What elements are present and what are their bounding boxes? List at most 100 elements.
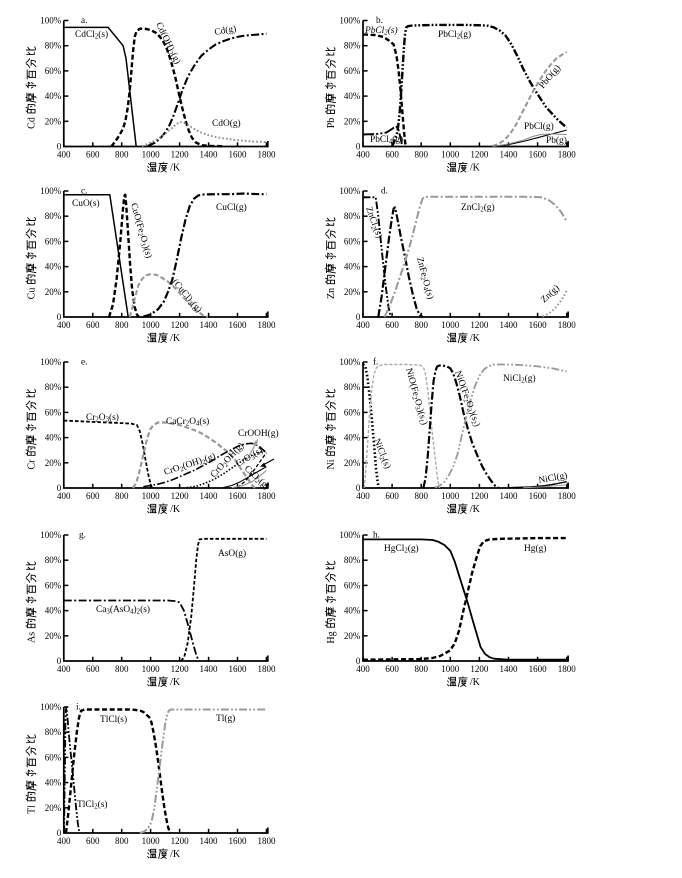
svg-text:0: 0 [57, 828, 62, 838]
svg-text:Tl: Tl [27, 805, 38, 814]
svg-text:1000: 1000 [142, 320, 161, 330]
svg-text:1600: 1600 [229, 149, 248, 159]
svg-text:20%: 20% [45, 631, 62, 641]
svg-text:0: 0 [356, 656, 361, 666]
svg-text:800: 800 [414, 320, 428, 330]
svg-text:40%: 40% [344, 91, 361, 101]
svg-text:40%: 40% [344, 606, 361, 616]
svg-text:1400: 1400 [500, 664, 519, 674]
svg-text:1000: 1000 [142, 149, 161, 159]
svg-text:20%: 20% [344, 116, 361, 126]
svg-text:20%: 20% [344, 458, 361, 468]
svg-text:1400: 1400 [200, 664, 219, 674]
svg-text:1800: 1800 [257, 149, 276, 159]
svg-text:100%: 100% [339, 357, 361, 367]
svg-text:1200: 1200 [171, 664, 190, 674]
svg-text:100%: 100% [40, 186, 62, 196]
svg-text:400: 400 [356, 664, 370, 674]
svg-text:1200: 1200 [171, 320, 190, 330]
svg-text:PbCl(g): PbCl(g) [524, 121, 554, 132]
svg-text:a.: a. [81, 15, 87, 25]
svg-text:800: 800 [414, 149, 428, 159]
svg-text:60%: 60% [344, 580, 361, 590]
svg-text:20%: 20% [45, 458, 62, 468]
svg-text:1000: 1000 [142, 491, 161, 501]
svg-text:Hg(g): Hg(g) [524, 543, 546, 554]
svg-text:40%: 40% [45, 606, 62, 616]
svg-text:40%: 40% [45, 778, 62, 788]
svg-text:1600: 1600 [529, 320, 548, 330]
svg-text:1600: 1600 [529, 664, 548, 674]
svg-text:1000: 1000 [441, 149, 460, 159]
svg-text:1400: 1400 [200, 836, 219, 846]
svg-text:/K: /K [170, 849, 181, 860]
svg-text:CuCl(g): CuCl(g) [216, 202, 247, 213]
svg-text:0: 0 [356, 142, 361, 152]
svg-text:600: 600 [385, 491, 399, 501]
svg-text:/K: /K [470, 333, 481, 344]
svg-text:800: 800 [115, 491, 129, 501]
svg-text:1200: 1200 [171, 836, 190, 846]
svg-text:CaCr2​O4​(s): CaCr2​O4​(s) [166, 416, 209, 428]
svg-text:40%: 40% [344, 262, 361, 272]
svg-text:60%: 60% [344, 236, 361, 246]
svg-text:/K: /K [170, 677, 181, 688]
svg-text:600: 600 [385, 149, 399, 159]
svg-text:20%: 20% [45, 287, 62, 297]
svg-text:Hg: Hg [326, 631, 337, 643]
svg-text:/K: /K [470, 163, 481, 174]
svg-text:1400: 1400 [500, 149, 519, 159]
svg-text:TlCl(s): TlCl(s) [100, 714, 127, 725]
svg-text:40%: 40% [45, 433, 62, 443]
svg-text:1200: 1200 [171, 149, 190, 159]
svg-text:100%: 100% [40, 530, 62, 540]
svg-text:NiCl(g): NiCl(g) [538, 470, 569, 486]
svg-text:20%: 20% [45, 116, 62, 126]
svg-text:100%: 100% [339, 16, 361, 26]
svg-text:800: 800 [115, 836, 129, 846]
svg-text:400: 400 [57, 664, 71, 674]
svg-text:1600: 1600 [229, 664, 248, 674]
svg-text:800: 800 [115, 320, 129, 330]
svg-text:Pb: Pb [326, 118, 337, 129]
svg-text:600: 600 [86, 836, 100, 846]
svg-text:1200: 1200 [470, 320, 489, 330]
svg-text:1000: 1000 [441, 491, 460, 501]
svg-text:1000: 1000 [441, 320, 460, 330]
svg-text:100%: 100% [40, 357, 62, 367]
svg-text:20%: 20% [344, 287, 361, 297]
svg-text:400: 400 [57, 320, 71, 330]
svg-text:400: 400 [57, 491, 71, 501]
svg-text:100%: 100% [339, 186, 361, 196]
svg-text:g.: g. [79, 530, 86, 540]
svg-text:PbCl2​(g): PbCl2​(g) [438, 29, 471, 41]
svg-text:1600: 1600 [529, 491, 548, 501]
svg-text:PbCl2​(s): PbCl2​(s) [364, 25, 398, 37]
svg-text:400: 400 [57, 836, 71, 846]
svg-text:600: 600 [86, 664, 100, 674]
svg-text:1400: 1400 [200, 149, 219, 159]
svg-text:60%: 60% [45, 407, 62, 417]
svg-text:80%: 80% [45, 211, 62, 221]
svg-text:80%: 80% [45, 382, 62, 392]
svg-text:60%: 60% [45, 752, 62, 762]
svg-text:400: 400 [356, 149, 370, 159]
svg-text:80%: 80% [45, 555, 62, 565]
svg-text:d.: d. [381, 186, 388, 196]
svg-text:Cr: Cr [27, 459, 38, 470]
svg-text:e.: e. [81, 357, 87, 367]
svg-text:60%: 60% [344, 66, 361, 76]
svg-text:1800: 1800 [257, 664, 276, 674]
svg-text:NiCl2​(g): NiCl2​(g) [503, 373, 536, 385]
svg-text:600: 600 [86, 320, 100, 330]
svg-text:40%: 40% [45, 262, 62, 272]
svg-text:1800: 1800 [558, 491, 577, 501]
svg-text:1600: 1600 [229, 491, 248, 501]
svg-text:1400: 1400 [500, 491, 519, 501]
svg-text:80%: 80% [344, 555, 361, 565]
svg-text:1800: 1800 [558, 664, 577, 674]
svg-text:AsO(g): AsO(g) [218, 548, 246, 559]
svg-text:400: 400 [356, 491, 370, 501]
svg-text:1200: 1200 [470, 491, 489, 501]
svg-text:1800: 1800 [257, 320, 276, 330]
